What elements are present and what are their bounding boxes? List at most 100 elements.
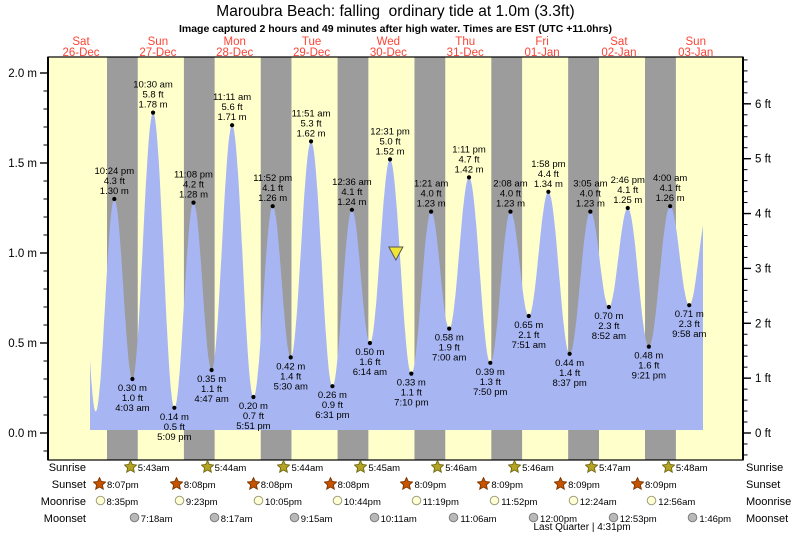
sunset-star-icon <box>476 476 491 493</box>
tide-event-label: 1.4 ft <box>559 368 580 379</box>
moonrise-time: 10:44pm <box>343 496 381 508</box>
day-label-date: 29-Dec <box>293 47 330 59</box>
day-label-dow: Thu <box>455 36 475 48</box>
moonrise-circle-icon <box>174 495 185 509</box>
moon-phase-note: Last Quarter | 4:31pm <box>533 522 631 533</box>
tide-event-label: 1.23 m <box>417 199 446 210</box>
left-axis-tick-label: 1.5 m <box>8 158 37 170</box>
sunset-time: 8:09pm <box>491 479 523 491</box>
tide-event-dot <box>588 209 593 214</box>
tide-event-label: 5:51 pm <box>236 421 270 432</box>
tide-event-label: 4.2 ft <box>183 180 204 191</box>
sunset-time: 8:09pm <box>644 479 677 491</box>
tide-event-label: 1.25 m <box>613 195 642 206</box>
tide-event-dot <box>251 394 256 400</box>
tide-event-label: 0.39 m <box>476 367 505 378</box>
sunrise-time: 5:48am <box>675 462 708 474</box>
tide-event-label: 4.1 ft <box>341 187 362 198</box>
tide-event-dot <box>625 205 630 211</box>
tide-event-dot <box>150 110 156 115</box>
tide-event-label: 0.44 m <box>555 358 584 369</box>
tide-event-label: 1.23 m <box>496 199 525 210</box>
tide-event-label: 7:00 am <box>432 353 466 364</box>
moonset-event: 9:15am <box>289 512 333 526</box>
left-axis-tick-label: 0.5 m <box>8 338 37 350</box>
tide-event-dot <box>191 200 196 205</box>
day-label-dow: Tue <box>302 36 321 48</box>
tide-event-label: 11:11 am <box>213 92 251 103</box>
tide-event-dot <box>508 209 513 214</box>
tide-event-label: 1:58 pm <box>531 159 565 170</box>
tide-event-label: 5.8 ft <box>142 90 163 101</box>
sunset-event: 8:09pm <box>553 476 600 492</box>
tide-event-label: 11:52 pm <box>253 173 292 184</box>
tide-event-label: 0.26 m <box>318 390 347 401</box>
sunset-star-icon <box>630 476 645 493</box>
right-axis-tick-label: 0 ft <box>755 428 772 440</box>
sunset-time: 8:08pm <box>337 479 370 491</box>
day-label-date: 26-Dec <box>62 47 99 59</box>
tide-event-label: 0.30 m <box>118 383 147 394</box>
right-axis-tick-label: 5 ft <box>755 154 772 166</box>
tide-event-label: 4.1 ft <box>660 183 681 194</box>
tide-event-label: 0.71 m <box>675 309 704 320</box>
tide-event-label: 3:05 am <box>573 179 607 190</box>
day-label-dow: Sun <box>686 36 706 48</box>
tide-event-dot <box>308 139 314 144</box>
tide-event-dot <box>668 204 673 209</box>
sunset-star-icon <box>246 476 261 493</box>
tide-event-label: 4:47 am <box>194 394 228 405</box>
tide-event-label: 4.1 ft <box>262 183 283 194</box>
tide-event-dot <box>429 209 434 214</box>
tide-event-label: 12:36 am <box>332 177 372 188</box>
tide-event-label: 0.50 m <box>355 347 384 358</box>
left-axis-tick-label: 1.0 m <box>8 248 37 260</box>
tide-event-dot <box>646 344 651 349</box>
tide-event-label: 1.62 m <box>297 128 326 139</box>
sunset-event: 8:09pm <box>399 476 446 492</box>
tide-event-label: 0.14 m <box>160 412 189 423</box>
tide-event-label: 1.71 m <box>218 112 247 123</box>
moonset-time: 9:15am <box>300 513 333 525</box>
sunset-event: 8:09pm <box>476 476 523 493</box>
moonrise-time: 12:56am <box>658 496 696 508</box>
moonrise-event: 10:44pm <box>332 495 381 509</box>
day-label-date: 03-Jan <box>678 47 713 59</box>
tide-event-label: 0.48 m <box>634 351 663 362</box>
sunrise-event: 5:43am <box>123 459 169 475</box>
sunrise-event: 5:46am <box>507 459 554 475</box>
moonset-event: 7:18am <box>129 512 173 526</box>
moonset-time: 1:46pm <box>699 513 732 525</box>
right-axis-tick-label: 6 ft <box>755 99 772 111</box>
tide-event-label: 8:52 am <box>592 331 626 342</box>
moonrise-time: 12:24am <box>579 496 617 508</box>
tide-event-label: 1.6 ft <box>359 357 380 368</box>
day-label-date: 28-Dec <box>216 47 253 59</box>
moonrise-circle-icon <box>253 495 264 509</box>
tide-event-dot <box>130 376 135 382</box>
tide-event-label: 0.20 m <box>239 401 268 412</box>
tide-event-label: 1.26 m <box>656 193 685 204</box>
tide-event-label: 0.35 m <box>197 374 226 385</box>
day-label-dow: Sat <box>610 36 628 48</box>
tide-event-dot <box>112 196 117 202</box>
page-title: Maroubra Beach: falling ordinary tide at… <box>216 3 575 20</box>
sunset-time: 8:07pm <box>107 479 139 491</box>
tide-event-label: 4.7 ft <box>458 154 479 165</box>
tide-event-label: 5:30 am <box>274 381 308 392</box>
day-label-dow: Wed <box>377 36 400 48</box>
day-label-date: 02-Jan <box>601 47 636 59</box>
tide-event-label: 5.6 ft <box>222 102 243 113</box>
sunrise-time: 5:47am <box>598 462 631 474</box>
moonset-time: 10:11am <box>380 513 417 525</box>
tide-event-label: 2.3 ft <box>598 321 619 332</box>
sunset-row-label-right: Sunset <box>746 479 781 491</box>
sunrise-row-label-left: Sunrise <box>48 462 86 474</box>
tide-event-label: 0.65 m <box>514 320 543 331</box>
moonset-time: 7:18am <box>140 513 173 525</box>
day-label-dow: Mon <box>224 36 246 48</box>
sunset-event: 8:08pm <box>322 476 370 492</box>
tide-event-label: 1.42 m <box>454 164 483 175</box>
right-axis-tick-label: 2 ft <box>755 318 772 330</box>
tide-event-dot <box>687 303 692 308</box>
